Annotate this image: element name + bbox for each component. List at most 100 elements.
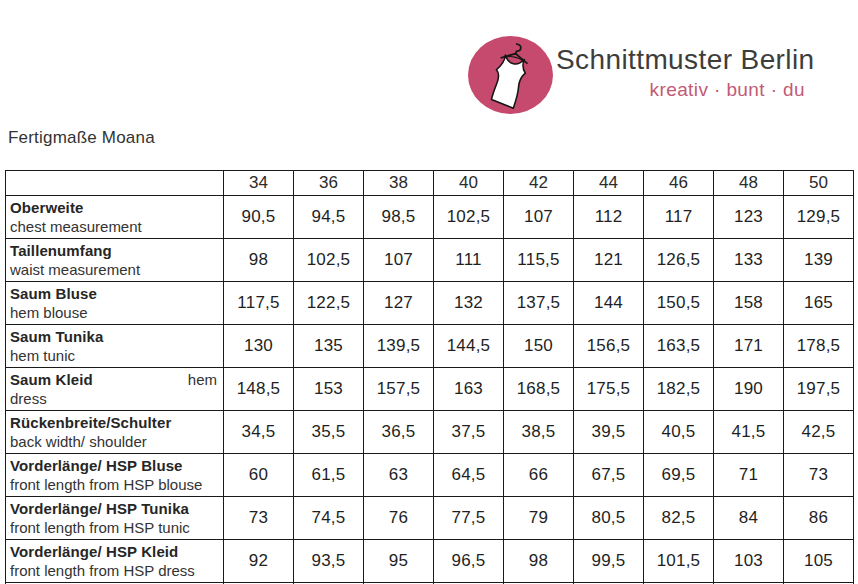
table-row-hem-tunic: Saum Tunika hem tunic 130 135 139,5 144,…	[6, 325, 854, 368]
measurement-value: 148,5	[224, 368, 294, 411]
measurement-value: 129,5	[784, 196, 854, 239]
brand-name: Schnittmuster Berlin	[556, 44, 805, 76]
measurement-value: 137,5	[504, 282, 574, 325]
measurement-value: 34,5	[224, 411, 294, 454]
table-row-chest: Oberweite chest measurement 90,5 94,5 98…	[6, 196, 854, 239]
size-column-header: 50	[784, 171, 854, 196]
measurement-value: 132	[434, 282, 504, 325]
measurement-value: 122,5	[294, 282, 364, 325]
measurement-value: 112	[574, 196, 644, 239]
table-row-back-width: Rückenbreite/Schulter back width/ should…	[6, 411, 854, 454]
page-title: Fertigmaße Moana	[8, 128, 155, 148]
measurement-value: 63	[364, 454, 434, 497]
measurement-value: 99,5	[574, 540, 644, 583]
measurement-value: 144	[574, 282, 644, 325]
brand-text-block: Schnittmuster Berlin kreativ · bunt · du	[556, 44, 805, 101]
measurement-value: 117,5	[224, 282, 294, 325]
label-german: Vorderlänge/ HSP Kleid	[10, 542, 178, 561]
measurement-value: 86	[784, 497, 854, 540]
size-column-header: 40	[434, 171, 504, 196]
measurement-value: 71	[714, 454, 784, 497]
measurement-value: 144,5	[434, 325, 504, 368]
measurement-value: 61,5	[294, 454, 364, 497]
measurement-value: 121	[574, 239, 644, 282]
label-english: front length from HSP blouse	[10, 475, 217, 494]
measurement-value: 127	[364, 282, 434, 325]
label-german: Saum Bluse	[10, 284, 97, 303]
measurement-value: 64,5	[434, 454, 504, 497]
measurement-value: 111	[434, 239, 504, 282]
measurement-value: 178,5	[784, 325, 854, 368]
measurement-value: 150	[504, 325, 574, 368]
table-row-hem-blouse: Saum Bluse hem blouse 117,5 122,5 127 13…	[6, 282, 854, 325]
measurement-value: 126,5	[644, 239, 714, 282]
label-english-inline: hem	[188, 370, 217, 389]
measurement-value: 168,5	[504, 368, 574, 411]
measurement-value: 165	[784, 282, 854, 325]
measurement-value: 98	[504, 540, 574, 583]
measurement-value: 94,5	[294, 196, 364, 239]
size-table: 34 36 38 40 42 44 46 48 50 Oberweite che…	[5, 170, 854, 584]
measurement-value: 139,5	[364, 325, 434, 368]
measurement-value: 73	[224, 497, 294, 540]
brand-tagline: kreativ · bunt · du	[556, 79, 805, 101]
size-column-header: 42	[504, 171, 574, 196]
measurement-label: Saum Kleid hem dress	[6, 368, 224, 411]
measurement-value: 103	[714, 540, 784, 583]
measurement-value: 80,5	[574, 497, 644, 540]
label-german: Saum Tunika	[10, 327, 103, 346]
measurement-value: 158	[714, 282, 784, 325]
measurement-value: 77,5	[434, 497, 504, 540]
table-row-hem-dress: Saum Kleid hem dress 148,5 153 157,5 163…	[6, 368, 854, 411]
size-column-header: 48	[714, 171, 784, 196]
measurement-label: Vorderlänge/ HSP Bluse front length from…	[6, 454, 224, 497]
measurement-label: Saum Bluse hem blouse	[6, 282, 224, 325]
measurement-value: 107	[364, 239, 434, 282]
table-row-front-length-tunic: Vorderlänge/ HSP Tunika front length fro…	[6, 497, 854, 540]
measurement-value: 60	[224, 454, 294, 497]
measurement-value: 41,5	[714, 411, 784, 454]
measurement-value: 40,5	[644, 411, 714, 454]
measurement-value: 36,5	[364, 411, 434, 454]
label-german: Taillenumfang	[10, 241, 112, 260]
measurement-label: Vorderlänge/ HSP Kleid front length from…	[6, 540, 224, 583]
label-english: back width/ shoulder	[10, 432, 217, 451]
measurement-value: 79	[504, 497, 574, 540]
label-english: hem tunic	[10, 346, 217, 365]
measurement-value: 66	[504, 454, 574, 497]
size-column-header: 38	[364, 171, 434, 196]
measurement-value: 123	[714, 196, 784, 239]
table-row-front-length-dress: Vorderlänge/ HSP Kleid front length from…	[6, 540, 854, 583]
size-header-row: 34 36 38 40 42 44 46 48 50	[6, 171, 854, 196]
measurement-value: 38,5	[504, 411, 574, 454]
measurement-value: 96,5	[434, 540, 504, 583]
measurement-value: 42,5	[784, 411, 854, 454]
measurement-value: 84	[714, 497, 784, 540]
measurement-value: 139	[784, 239, 854, 282]
measurement-value: 92	[224, 540, 294, 583]
size-column-header: 46	[644, 171, 714, 196]
measurement-label: Oberweite chest measurement	[6, 196, 224, 239]
measurement-label: Vorderlänge/ HSP Tunika front length fro…	[6, 497, 224, 540]
measurement-value: 163,5	[644, 325, 714, 368]
measurement-value: 175,5	[574, 368, 644, 411]
measurement-value: 157,5	[364, 368, 434, 411]
measurement-value: 67,5	[574, 454, 644, 497]
measurement-value: 74,5	[294, 497, 364, 540]
measurement-value: 98,5	[364, 196, 434, 239]
measurement-value: 39,5	[574, 411, 644, 454]
measurement-value: 102,5	[294, 239, 364, 282]
measurement-value: 156,5	[574, 325, 644, 368]
label-german: Vorderlänge/ HSP Bluse	[10, 456, 183, 475]
measurement-value: 105	[784, 540, 854, 583]
label-german: Rückenbreite/Schulter	[10, 413, 171, 432]
table-row-waist: Taillenumfang waist measurement 98 102,5…	[6, 239, 854, 282]
measurement-value: 95	[364, 540, 434, 583]
measurement-value: 117	[644, 196, 714, 239]
measurement-label: Taillenumfang waist measurement	[6, 239, 224, 282]
size-column-header: 34	[224, 171, 294, 196]
measurement-value: 197,5	[784, 368, 854, 411]
measurement-label: Saum Tunika hem tunic	[6, 325, 224, 368]
measurement-value: 133	[714, 239, 784, 282]
measurement-value: 102,5	[434, 196, 504, 239]
